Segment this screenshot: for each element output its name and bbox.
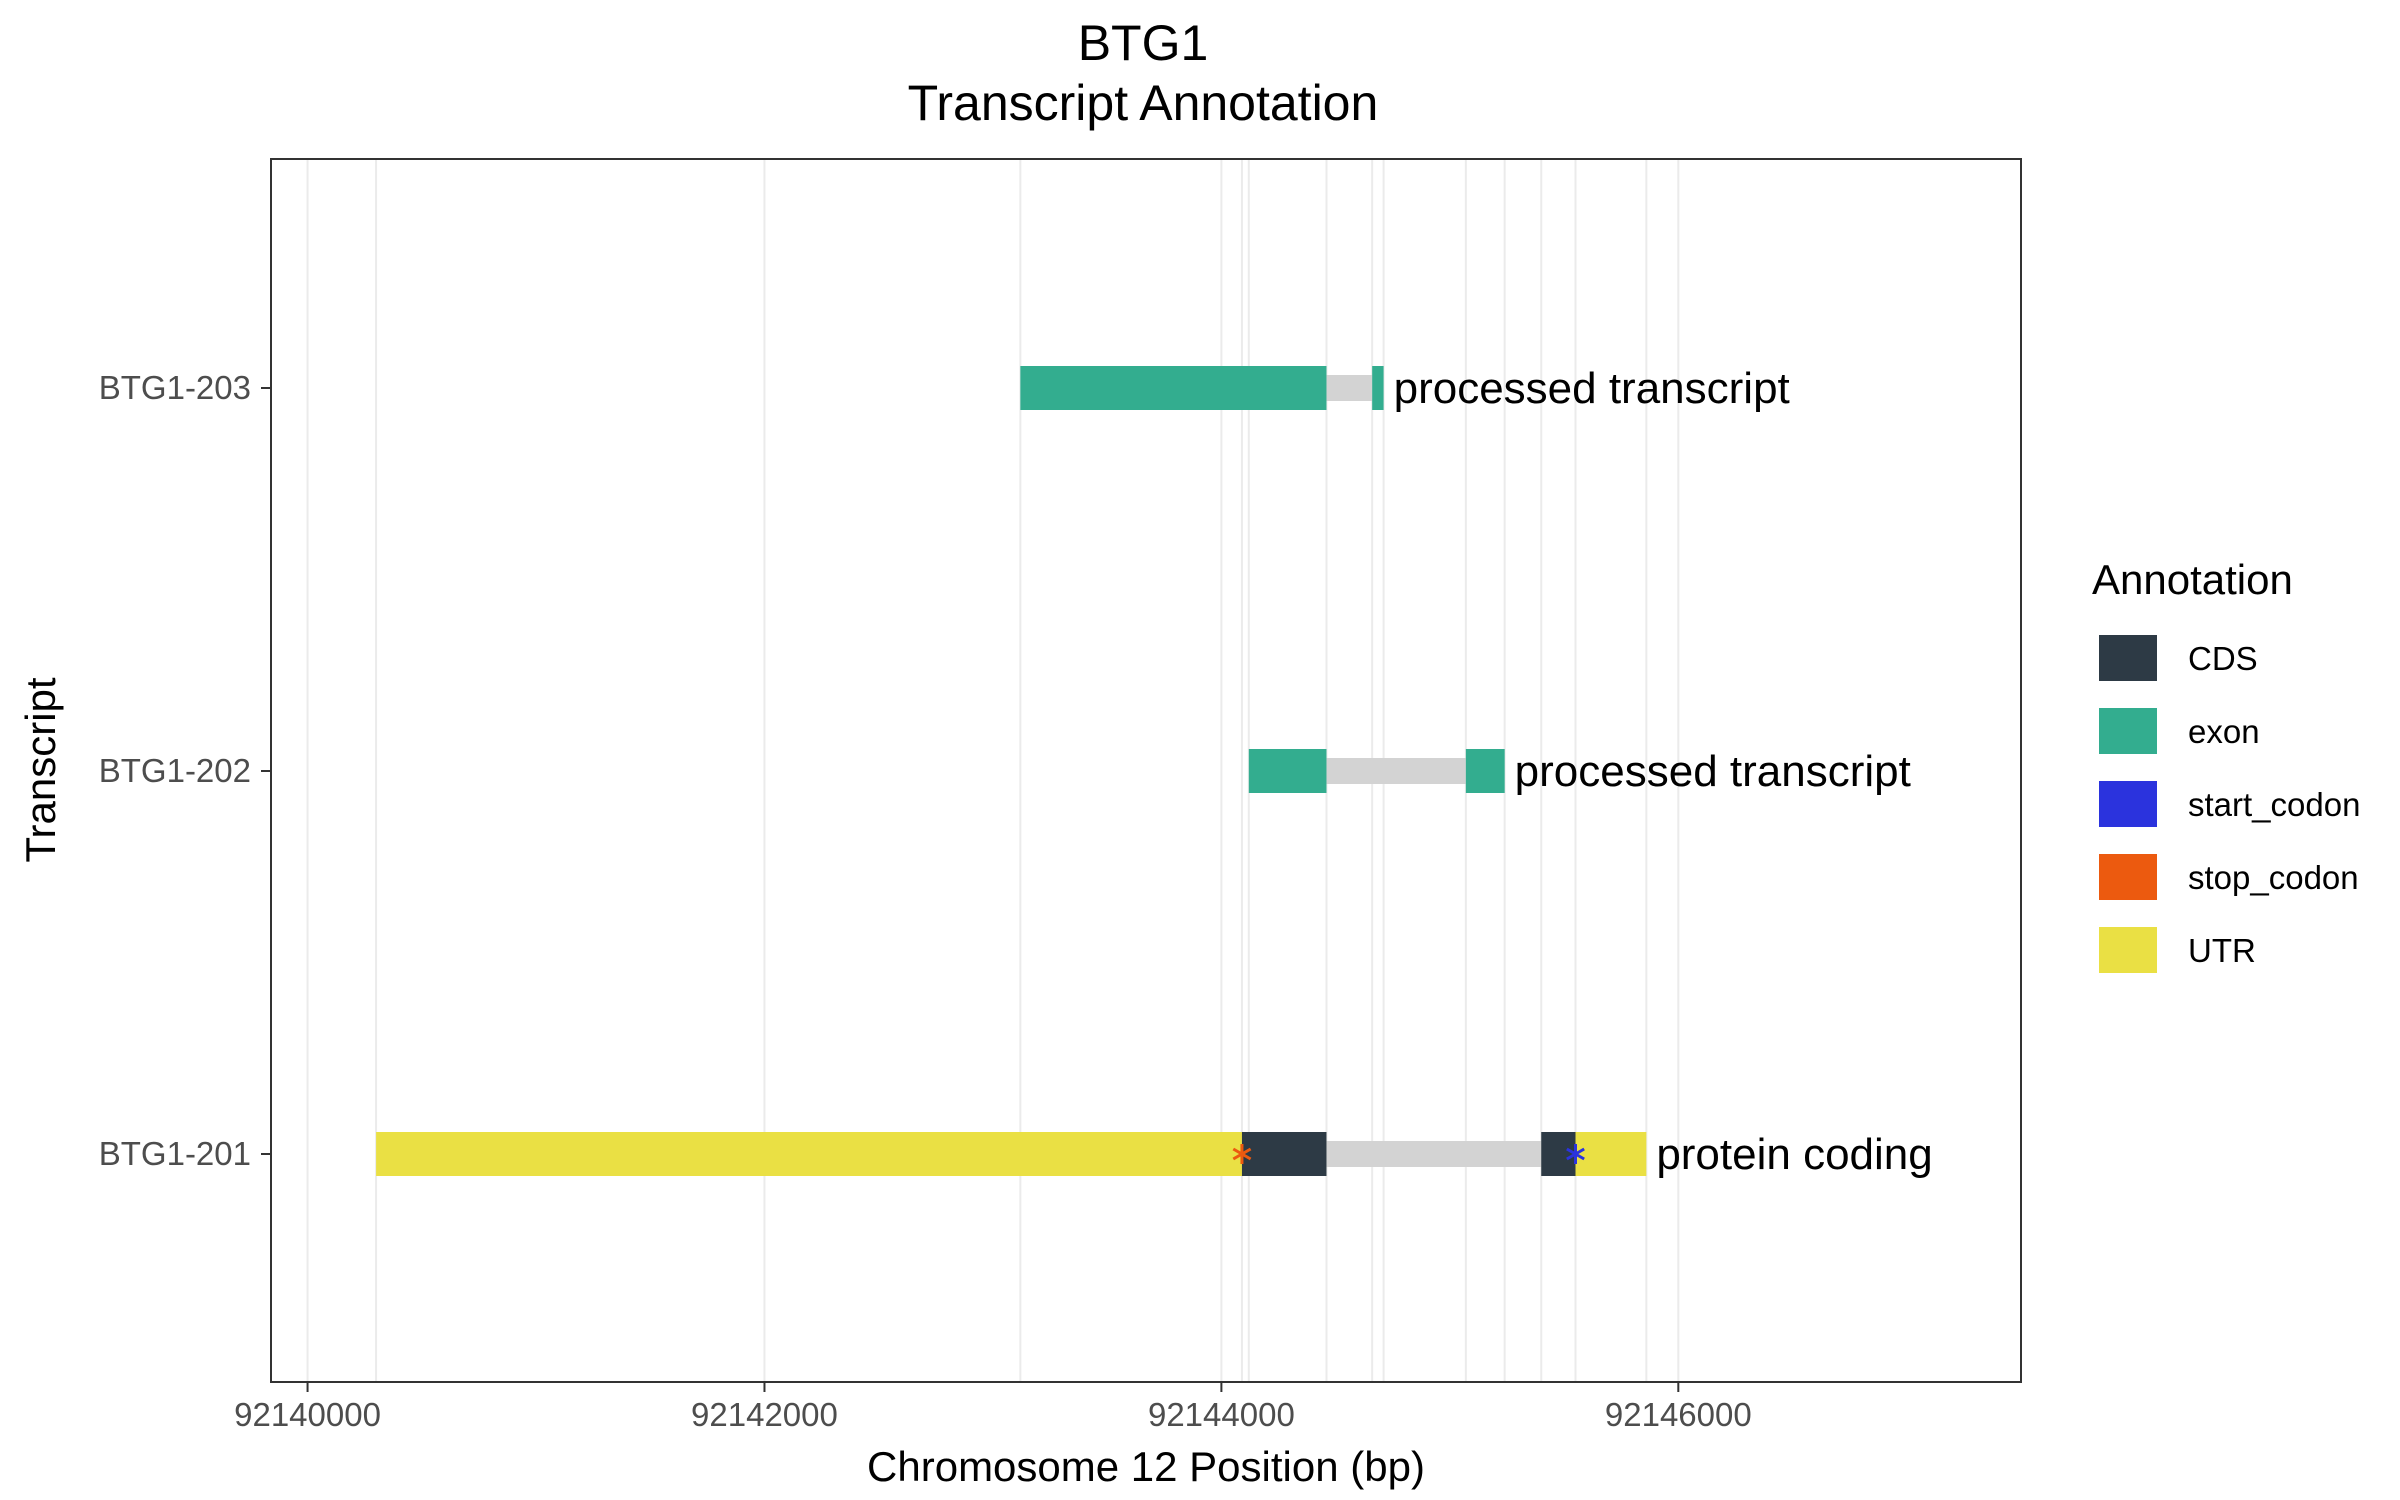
x-tick-label: 92144000	[1148, 1396, 1295, 1433]
codon-markers	[1232, 1144, 1585, 1164]
y-tick-label: BTG1-201	[99, 1135, 251, 1172]
cds-segment	[1241, 1132, 1327, 1176]
legend-label: start_codon	[2188, 786, 2360, 823]
legend: Annotation CDS exon start_codon stop_codon U…	[2092, 556, 2360, 973]
utr-segment	[1575, 1132, 1647, 1176]
exon-segment	[1248, 749, 1327, 793]
biotype-label: protein coding	[1656, 1130, 1932, 1179]
intron-lines	[1326, 375, 1542, 1167]
cds-segment	[1541, 1132, 1576, 1176]
x-axis: 92140000 92142000 92144000 92146000	[234, 1382, 1752, 1433]
biotype-label: processed transcript	[1394, 364, 1790, 413]
stop-codon-marker	[1232, 1144, 1252, 1164]
legend-key-exon	[2099, 708, 2157, 754]
legend-label: CDS	[2188, 640, 2258, 677]
x-tick-label: 92146000	[1605, 1396, 1752, 1433]
y-axis-title: Transcript	[17, 677, 64, 862]
legend-label: UTR	[2188, 932, 2256, 969]
x-axis-title: Chromosome 12 Position (bp)	[867, 1443, 1425, 1490]
y-tick-label: BTG1-202	[99, 752, 251, 789]
annotation-segments	[376, 366, 1647, 1176]
legend-key-stop-codon	[2099, 854, 2157, 900]
legend-key-CDS	[2099, 635, 2157, 681]
y-tick-label: BTG1-203	[99, 369, 251, 406]
y-axis: BTG1-203 BTG1-202 BTG1-201	[99, 369, 271, 1172]
chart-subtitle: Transcript Annotation	[908, 75, 1379, 131]
intron-line	[1326, 1141, 1542, 1167]
plot-background	[271, 159, 2021, 1382]
intron-line	[1326, 375, 1373, 401]
exon-segment	[1020, 366, 1327, 410]
biotype-labels: processed transcript processed transcript…	[1394, 364, 1933, 1179]
exon-segment	[1465, 749, 1505, 793]
legend-key-start-codon	[2099, 781, 2157, 827]
legend-key-UTR	[2099, 927, 2157, 973]
plot-area: processed transcript processed transcript…	[270, 158, 2022, 1383]
utr-segment	[376, 1132, 1242, 1176]
exon-segment	[1372, 366, 1384, 410]
legend-label: stop_codon	[2188, 859, 2359, 896]
chart-title: BTG1	[1078, 15, 1209, 71]
marker-stroke	[1232, 1147, 1252, 1161]
marker-stroke	[1566, 1147, 1585, 1161]
biotype-label: processed transcript	[1515, 747, 1911, 796]
legend-label: exon	[2188, 713, 2260, 750]
start-codon-marker	[1566, 1144, 1585, 1164]
x-tick-label: 92140000	[234, 1396, 381, 1433]
x-tick-label: 92142000	[691, 1396, 838, 1433]
legend-title: Annotation	[2092, 556, 2293, 603]
intron-line	[1326, 758, 1466, 784]
